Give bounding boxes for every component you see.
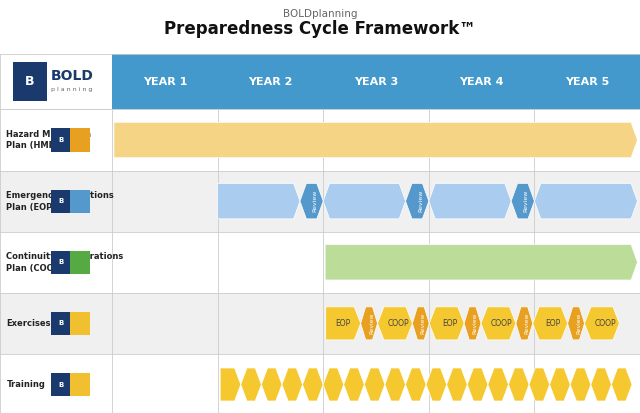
Bar xyxy=(0,293,640,354)
Polygon shape xyxy=(378,307,412,340)
Polygon shape xyxy=(532,307,568,340)
Bar xyxy=(13,62,47,101)
Text: p l a n n i n g: p l a n n i n g xyxy=(51,86,93,92)
Text: Preparedness Cycle Framework™: Preparedness Cycle Framework™ xyxy=(164,20,476,38)
Text: YEAR 5: YEAR 5 xyxy=(565,76,609,87)
Text: EOP: EOP xyxy=(546,319,561,328)
Text: COOP: COOP xyxy=(595,319,616,328)
Text: B: B xyxy=(58,137,63,143)
Bar xyxy=(51,312,70,335)
Polygon shape xyxy=(508,368,529,401)
Polygon shape xyxy=(385,368,406,401)
Polygon shape xyxy=(568,307,584,340)
Polygon shape xyxy=(323,368,344,401)
Bar xyxy=(70,190,90,213)
Polygon shape xyxy=(218,183,300,219)
Bar xyxy=(51,190,70,213)
Polygon shape xyxy=(550,368,570,401)
Text: Review: Review xyxy=(524,313,529,334)
Polygon shape xyxy=(282,368,303,401)
Text: Hazard Mitigation
Plan (HMP): Hazard Mitigation Plan (HMP) xyxy=(6,130,92,150)
Bar xyxy=(70,251,90,274)
Polygon shape xyxy=(570,368,591,401)
Polygon shape xyxy=(511,183,534,219)
Text: EOP: EOP xyxy=(442,319,458,328)
Text: BOLDplanning: BOLDplanning xyxy=(283,9,357,19)
Polygon shape xyxy=(406,368,426,401)
Text: Review: Review xyxy=(418,190,423,212)
Text: Review: Review xyxy=(312,190,317,212)
Text: Review: Review xyxy=(524,190,529,212)
Polygon shape xyxy=(584,307,620,340)
Bar xyxy=(51,128,70,152)
Text: YEAR 3: YEAR 3 xyxy=(354,76,398,87)
Polygon shape xyxy=(488,368,508,401)
Text: YEAR 1: YEAR 1 xyxy=(143,76,187,87)
Text: YEAR 4: YEAR 4 xyxy=(460,76,504,87)
Polygon shape xyxy=(447,368,467,401)
Polygon shape xyxy=(323,183,406,219)
Text: Review: Review xyxy=(369,313,374,334)
Bar xyxy=(70,373,90,396)
Bar xyxy=(0,109,640,171)
Polygon shape xyxy=(325,244,637,280)
Text: COOP: COOP xyxy=(387,319,409,328)
Text: B: B xyxy=(58,382,63,387)
Polygon shape xyxy=(114,122,637,158)
Polygon shape xyxy=(467,368,488,401)
Polygon shape xyxy=(464,307,481,340)
Text: Training: Training xyxy=(6,380,45,389)
Bar xyxy=(51,251,70,274)
Text: B: B xyxy=(58,320,63,326)
Polygon shape xyxy=(481,307,516,340)
Polygon shape xyxy=(529,368,550,401)
Bar xyxy=(70,128,90,152)
Bar xyxy=(0,54,112,109)
Polygon shape xyxy=(406,183,429,219)
Polygon shape xyxy=(429,307,464,340)
Text: B: B xyxy=(58,198,63,204)
Bar xyxy=(0,232,640,293)
Text: Continuity of Operations
Plan (COOP): Continuity of Operations Plan (COOP) xyxy=(6,252,124,273)
Polygon shape xyxy=(300,183,323,219)
Text: Review: Review xyxy=(421,313,426,334)
Polygon shape xyxy=(303,368,323,401)
Text: Review: Review xyxy=(472,313,477,334)
Text: Exercises: Exercises xyxy=(6,319,51,328)
Polygon shape xyxy=(220,368,241,401)
Text: COOP: COOP xyxy=(491,319,513,328)
Polygon shape xyxy=(361,307,378,340)
Polygon shape xyxy=(516,307,532,340)
Polygon shape xyxy=(429,183,511,219)
Text: B: B xyxy=(25,75,35,88)
Polygon shape xyxy=(344,368,364,401)
Polygon shape xyxy=(364,368,385,401)
Text: Review: Review xyxy=(576,313,581,334)
Text: YEAR 2: YEAR 2 xyxy=(248,76,292,87)
Polygon shape xyxy=(412,307,429,340)
Bar xyxy=(0,354,640,413)
Polygon shape xyxy=(426,368,447,401)
Polygon shape xyxy=(534,183,637,219)
Bar xyxy=(51,373,70,396)
Polygon shape xyxy=(611,368,632,401)
Polygon shape xyxy=(241,368,261,401)
Text: B: B xyxy=(58,259,63,265)
Polygon shape xyxy=(326,307,361,340)
Text: EOP: EOP xyxy=(335,319,351,328)
Bar xyxy=(112,54,640,109)
Polygon shape xyxy=(261,368,282,401)
Text: Emergency Operations
Plan (EOP): Emergency Operations Plan (EOP) xyxy=(6,191,114,211)
Text: BOLD: BOLD xyxy=(51,69,94,83)
Polygon shape xyxy=(591,368,611,401)
Bar xyxy=(0,171,640,232)
Bar xyxy=(70,312,90,335)
